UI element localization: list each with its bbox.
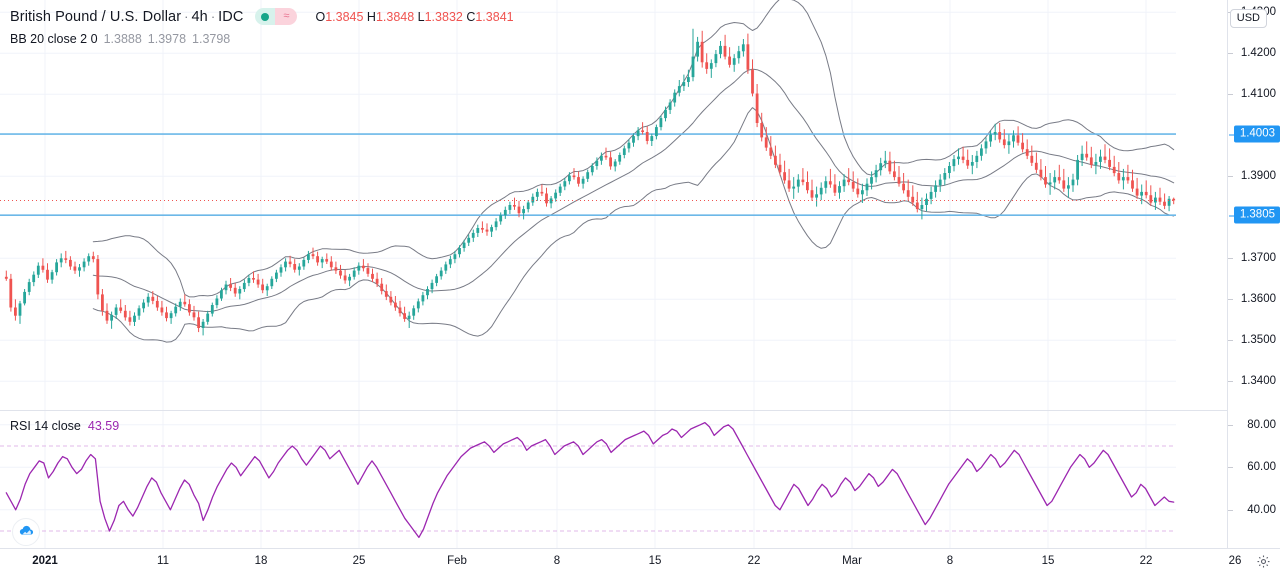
time-axis-label: 2021 <box>32 555 58 567</box>
price-axis-tick <box>1228 258 1233 260</box>
time-axis-label: 25 <box>352 555 366 567</box>
grid-lines <box>0 0 1176 548</box>
time-axis[interactable]: 2021 11 18 25 Feb 8 15 22 Mar 8 15 22 26 <box>0 549 1280 575</box>
time-axis-label: 8 <box>553 555 561 567</box>
price-axis-tick <box>1228 176 1233 178</box>
rsi-axis-tick <box>1228 467 1233 469</box>
currency-badge[interactable]: USD <box>1229 9 1267 28</box>
price-axis-label: 1.4100 <box>1240 88 1276 101</box>
price-axis-tick <box>1228 53 1233 55</box>
rsi-axis-tick <box>1228 509 1233 511</box>
time-axis-label: 15 <box>648 555 662 567</box>
time-axis-label: 18 <box>254 555 268 567</box>
price-axis-label: 1.4200 <box>1240 47 1276 60</box>
time-axis-label: 22 <box>747 555 761 567</box>
cloud-chart-logo-icon <box>12 518 40 546</box>
time-axis-label: Feb <box>447 555 467 567</box>
price-axis[interactable]: 1.43001.42001.41001.39001.37001.36001.35… <box>1228 0 1280 548</box>
price-axis-label: 1.3500 <box>1240 334 1276 347</box>
time-axis-label: 26 <box>1228 555 1242 567</box>
price-axis-label: 1.3700 <box>1240 252 1276 265</box>
rsi-axis-label: 60.00 <box>1247 461 1276 474</box>
candlestick-series <box>4 28 1176 336</box>
price-axis-tick <box>1228 299 1233 301</box>
pane-separator <box>0 410 1228 411</box>
time-axis-label: 11 <box>157 555 169 567</box>
bollinger-bands <box>92 0 1175 343</box>
time-axis-label: 15 <box>1041 555 1055 567</box>
chart-canvas[interactable] <box>0 0 1228 548</box>
horizontal-level-lines <box>0 133 1176 216</box>
price-axis-label: 1.3400 <box>1240 375 1276 388</box>
time-axis-label: 22 <box>1139 555 1153 567</box>
price-axis-label: 1.3600 <box>1240 293 1276 306</box>
rsi-axis-label: 80.00 <box>1247 418 1276 431</box>
price-axis-tick <box>1228 340 1233 342</box>
price-level-badge[interactable]: 1.4003 <box>1228 125 1280 143</box>
time-axis-label: Mar <box>842 555 862 567</box>
price-axis-divider <box>1227 0 1228 548</box>
rsi-axis-tick <box>1228 424 1233 426</box>
rsi-series <box>0 421 1176 539</box>
price-axis-tick <box>1228 94 1233 96</box>
rsi-axis-label: 40.00 <box>1247 503 1276 516</box>
price-level-badge[interactable]: 1.3805 <box>1228 206 1280 224</box>
time-axis-divider <box>0 548 1280 549</box>
price-axis-tick <box>1228 381 1233 383</box>
time-axis-label: 8 <box>946 555 954 567</box>
price-axis-label: 1.3900 <box>1240 170 1276 183</box>
gear-icon[interactable] <box>1256 554 1271 569</box>
